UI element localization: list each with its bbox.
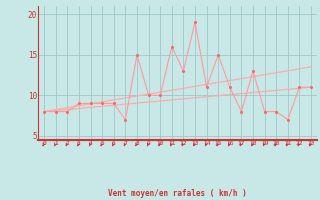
Point [146,94,151,97]
Point [65,110,70,113]
Point [297,86,302,89]
Point [285,118,290,121]
Point [169,45,174,48]
Point [274,110,279,113]
Point [216,53,221,56]
Point [262,110,267,113]
Point [134,53,140,56]
Point [181,69,186,73]
Point [123,118,128,121]
Point [100,102,105,105]
Point [88,102,93,105]
Point [227,86,232,89]
Text: Vent moyen/en rafales ( km/h ): Vent moyen/en rafales ( km/h ) [108,189,247,198]
Point [53,110,58,113]
Point [192,21,197,24]
Point [308,86,314,89]
Point [42,110,47,113]
Point [204,86,209,89]
Point [251,69,256,73]
Point [158,94,163,97]
Point [239,110,244,113]
Point [76,102,82,105]
Point [111,102,116,105]
